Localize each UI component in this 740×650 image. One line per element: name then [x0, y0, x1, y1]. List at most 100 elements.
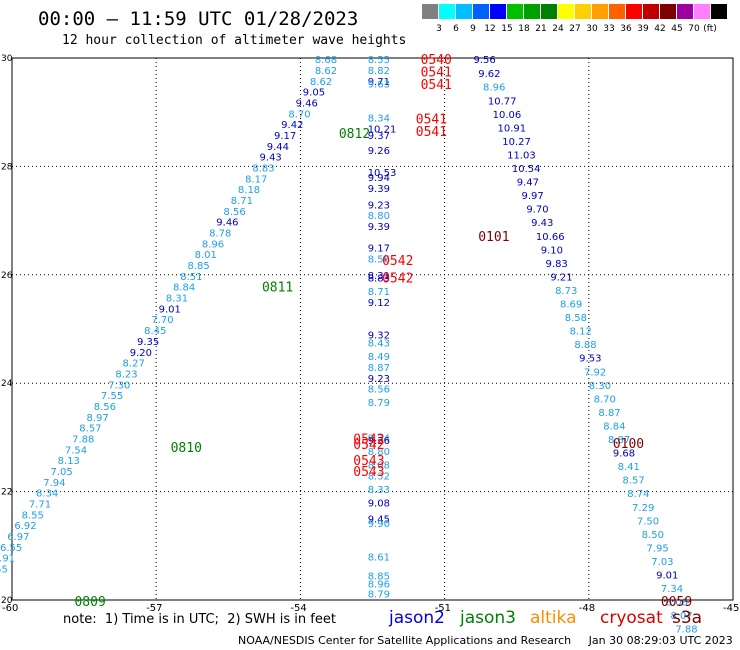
wave-height-value: 8.85 [187, 261, 209, 272]
pass-time-label: 0541 [421, 78, 452, 93]
wave-height-value: 8.80 [368, 211, 390, 222]
pass-time-label: 0542 [353, 438, 384, 453]
wave-height-value: 8.45 [144, 326, 166, 337]
wave-height-value: 8.55 [368, 55, 390, 66]
wave-height-value: 8.84 [603, 421, 625, 432]
wave-height-value: 8.13 [58, 456, 80, 467]
wave-height-value: 8.83 [252, 163, 274, 174]
wave-height-value: 9.70 [526, 205, 548, 216]
satellite-jason3: jason3 [460, 608, 516, 628]
wave-height-value: 9.43 [531, 218, 553, 229]
wave-height-value: 8.68 [315, 55, 337, 66]
wave-height-value: 7.54 [65, 445, 87, 456]
wave-height-value: 9.23 [368, 374, 390, 385]
legend-swatch [626, 4, 642, 19]
pass-time-label: 0811 [262, 281, 293, 296]
legend-swatch [592, 4, 608, 19]
pass-time-label: 0101 [478, 230, 509, 245]
wave-height-value: 9.46 [216, 218, 238, 229]
wave-height-value: 10.21 [368, 124, 397, 135]
pass-time-label: 0541 [416, 113, 447, 128]
wave-height-value: 9.35 [137, 337, 159, 348]
x-tick-label: -51 [435, 603, 451, 614]
pass-time-label: 0809 [74, 595, 105, 610]
y-tick-label: 28 [1, 162, 13, 172]
legend-swatch [439, 4, 455, 19]
wave-height-value: 8.55 [22, 510, 44, 521]
plot-frame [11, 57, 734, 601]
wave-height-value: 8.57 [622, 476, 644, 487]
y-tick-label: 20 [1, 596, 13, 606]
wave-height-value: 8.83 [368, 274, 390, 285]
y-tick-label: 26 [1, 271, 13, 281]
wave-height-value: 7.88 [72, 434, 94, 445]
wave-height-value: 9.36 [368, 436, 390, 447]
wave-height-value: 7.95 [646, 543, 668, 554]
pass-time-label: 0540 [421, 53, 452, 68]
wave-height-value: 7.94 [43, 478, 65, 489]
wave-height-value: 8.27 [123, 359, 145, 370]
wave-height-value: 10.66 [536, 232, 565, 243]
wave-height-value: 9.44 [267, 142, 289, 153]
wave-height-value: 8.31 [368, 271, 390, 282]
wave-height-value: 9.56 [473, 55, 495, 66]
wave-height-value: 9.20 [130, 348, 152, 359]
wave-height-value: 9.12 [368, 298, 390, 309]
legend-unit: (ft) [703, 24, 717, 34]
wave-height-value: 8.73 [555, 286, 577, 297]
legend-label: 70 [688, 24, 700, 34]
wave-height-value: 9.53 [579, 354, 601, 365]
wave-height-value: 8.58 [565, 313, 587, 324]
satellite-jason2: jason2 [389, 608, 445, 628]
wave-height-value: 9.39 [368, 222, 390, 233]
wave-height-value: 8.87 [608, 435, 630, 446]
wave-height-value: 9.32 [368, 330, 390, 341]
x-tick-label: -57 [146, 603, 162, 614]
wave-height-value: 6.92 [14, 521, 36, 532]
pass-time-label: 0542 [382, 272, 413, 287]
legend-swatch [558, 4, 574, 19]
wave-height-value: 7.55 [101, 391, 123, 402]
wave-height-value: 9.37 [368, 131, 390, 142]
wave-height-value: 8.12 [570, 327, 592, 338]
pass-time-label: 0543 [353, 454, 384, 469]
legend-label: 39 [637, 24, 649, 34]
wave-height-value: 10.06 [493, 110, 522, 121]
pass-time-label: 0541 [416, 125, 447, 140]
wave-height-value: 8.34 [368, 114, 390, 125]
note-text: note: 1) Time is in UTC; 2) SWH is in fe… [63, 612, 336, 627]
wave-height-value: 7.70 [151, 315, 173, 326]
wave-height-value: 9.94 [368, 173, 390, 184]
wave-height-value: 8.30 [589, 381, 611, 392]
wave-height-value: 9.34 [368, 433, 390, 444]
wave-height-value: 8.41 [618, 462, 640, 473]
legend-swatch [575, 4, 591, 19]
wave-height-value: 8.56 [223, 207, 245, 218]
x-tick-label: -60 [2, 603, 18, 614]
wave-height-value: 8.23 [115, 369, 137, 380]
wave-height-value: 8.87 [368, 363, 390, 374]
wave-height-value: 10.91 [497, 123, 526, 134]
wave-height-value: 7.50 [637, 516, 659, 527]
wave-height-value: 8.49 [368, 352, 390, 363]
legend-label: 30 [586, 24, 598, 34]
wave-height-value: 8.82 [368, 66, 390, 77]
wave-height-value: 7.29 [632, 503, 654, 514]
wave-height-value: 8.56 [368, 255, 390, 266]
y-tick-label: 22 [1, 488, 12, 498]
wave-height-value: 8.51 [180, 272, 202, 283]
wave-height-value: 8.08 [666, 598, 688, 609]
y-tick-label: 24 [1, 379, 13, 389]
wave-height-value: 9.63 [368, 79, 390, 90]
legend-swatch [524, 4, 540, 19]
pass-time-label: 0542 [382, 254, 413, 269]
wave-height-value: 9.23 [368, 200, 390, 211]
page-title: 00:00 — 11:59 UTC 01/28/2023 [38, 8, 359, 30]
pass-time-label: 0810 [171, 441, 202, 456]
wave-height-value: 8.79 [368, 398, 390, 409]
wave-height-value: 8.57 [79, 424, 101, 435]
wave-height-value: 10.53 [368, 168, 397, 179]
wave-height-value: 8.80 [368, 447, 390, 458]
legend-label: 9 [470, 24, 476, 34]
